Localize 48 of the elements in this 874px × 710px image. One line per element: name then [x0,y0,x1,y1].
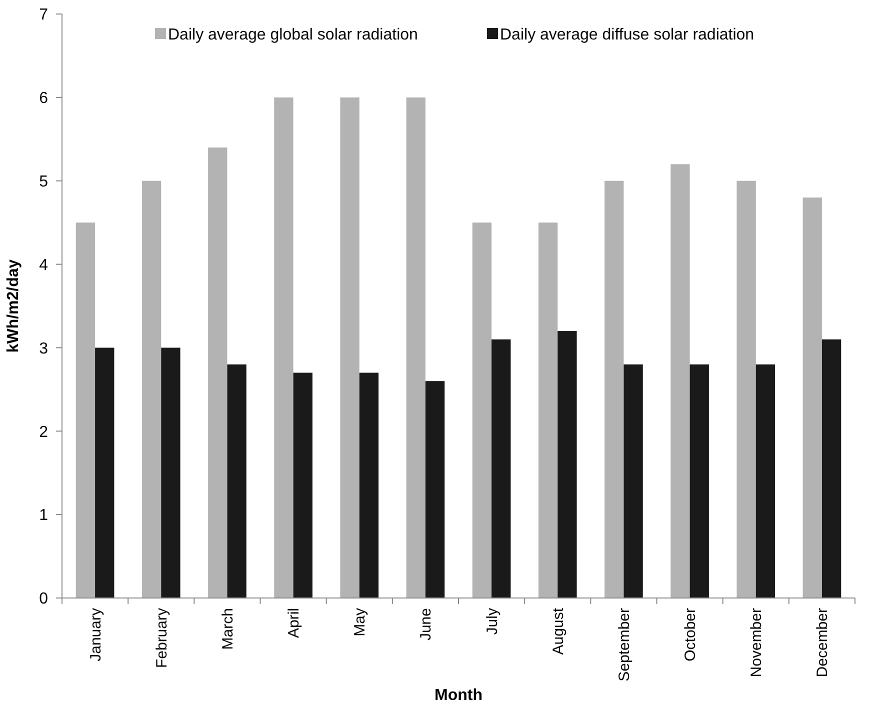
bar [802,198,822,598]
x-tick-label: January [87,608,104,662]
bar [340,97,360,598]
bar [293,372,312,598]
bar [492,339,511,598]
x-tick-label: November [748,608,766,678]
y-tick-label: 1 [39,507,48,524]
x-tick-label: June [418,608,435,641]
x-tick-label: December [814,608,832,678]
y-tick-label: 0 [39,590,48,608]
legend-label: Daily average diffuse solar radiation [500,26,754,44]
bar [624,364,643,598]
y-axis-title: kWh/m2/day [5,259,22,353]
bar [538,222,558,598]
bar [736,180,756,598]
y-tick-label: 3 [39,340,48,358]
x-tick-label: March [219,608,236,650]
bar [95,348,114,598]
y-tick-label: 5 [39,173,48,190]
x-tick-label: July [484,608,501,635]
x-tick-label: May [352,608,369,636]
x-tick-label: April [286,608,303,638]
bar [756,364,776,598]
y-tick-label: 7 [39,6,48,24]
legend-label: Daily average global solar radiation [168,26,418,44]
bar [670,164,690,598]
bar [690,364,709,598]
bar [472,222,492,598]
x-axis-title: Month [434,687,482,704]
y-tick-label: 4 [39,256,48,274]
bar [208,147,228,598]
y-tick-label: 2 [39,424,48,441]
bar [76,222,96,598]
y-tick-label: 6 [39,90,48,108]
bar [227,364,246,598]
x-tick-label: February [153,608,170,668]
x-tick-label: September [616,608,633,682]
bar [822,339,842,598]
x-tick-label: August [550,607,567,655]
bar [142,180,162,598]
x-tick-label: October [682,608,700,662]
bar [274,97,294,598]
bar [425,381,445,598]
bar [359,372,379,598]
bar [161,348,180,598]
bar [406,97,426,598]
bar [558,331,577,598]
bar [604,180,624,598]
